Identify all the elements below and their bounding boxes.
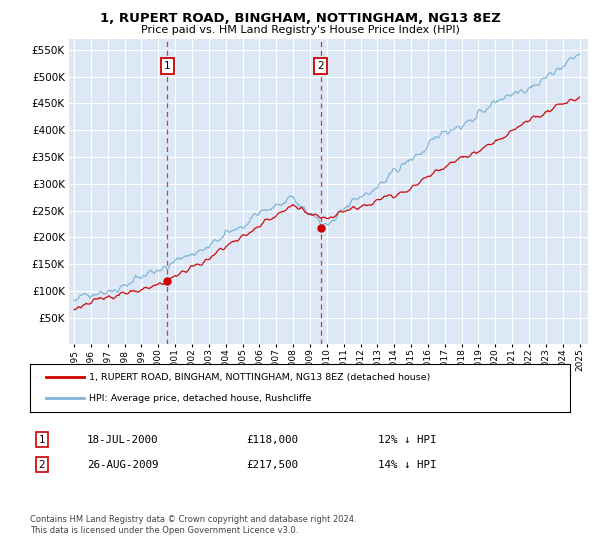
Text: Price paid vs. HM Land Registry's House Price Index (HPI): Price paid vs. HM Land Registry's House … <box>140 25 460 35</box>
Text: 12% ↓ HPI: 12% ↓ HPI <box>378 435 437 445</box>
Text: 1: 1 <box>38 435 46 445</box>
Text: 1, RUPERT ROAD, BINGHAM, NOTTINGHAM, NG13 8EZ: 1, RUPERT ROAD, BINGHAM, NOTTINGHAM, NG1… <box>100 12 500 25</box>
Text: HPI: Average price, detached house, Rushcliffe: HPI: Average price, detached house, Rush… <box>89 394 312 403</box>
Text: 18-JUL-2000: 18-JUL-2000 <box>87 435 158 445</box>
Text: Contains HM Land Registry data © Crown copyright and database right 2024.
This d: Contains HM Land Registry data © Crown c… <box>30 515 356 535</box>
Text: 1: 1 <box>164 61 171 71</box>
Text: 26-AUG-2009: 26-AUG-2009 <box>87 460 158 470</box>
Text: 2: 2 <box>38 460 46 470</box>
Text: 2: 2 <box>317 61 324 71</box>
Text: 14% ↓ HPI: 14% ↓ HPI <box>378 460 437 470</box>
Text: £118,000: £118,000 <box>246 435 298 445</box>
Text: 1, RUPERT ROAD, BINGHAM, NOTTINGHAM, NG13 8EZ (detached house): 1, RUPERT ROAD, BINGHAM, NOTTINGHAM, NG1… <box>89 373 431 382</box>
Text: £217,500: £217,500 <box>246 460 298 470</box>
